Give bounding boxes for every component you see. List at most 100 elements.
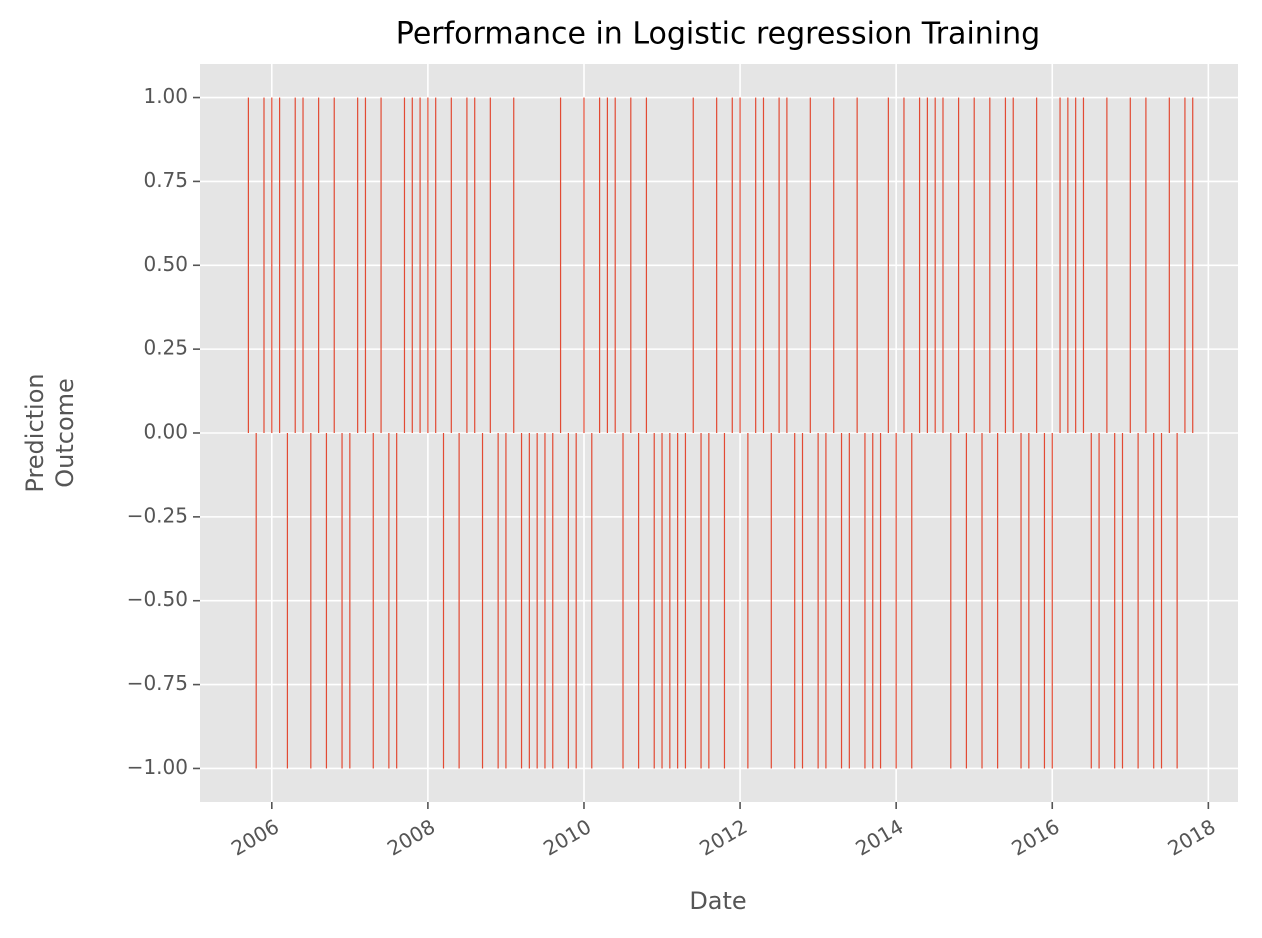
bar <box>1121 433 1124 769</box>
bar <box>684 433 687 769</box>
bar <box>723 433 726 769</box>
bar <box>825 433 827 769</box>
y-tick-label: −0.75 <box>127 671 188 695</box>
x-tick-label: 2006 <box>227 814 283 860</box>
bar <box>622 433 624 769</box>
bar <box>1106 97 1108 433</box>
bar <box>489 97 491 433</box>
bar <box>1043 433 1046 769</box>
bar <box>614 97 616 433</box>
bar <box>778 97 780 433</box>
bar <box>458 433 460 769</box>
bar <box>661 433 663 769</box>
bar <box>310 433 312 769</box>
bar <box>380 97 382 433</box>
y-tick-label: 0.75 <box>143 168 188 192</box>
bar <box>411 97 413 433</box>
bar <box>559 97 562 433</box>
bar <box>809 97 811 433</box>
bar <box>879 433 882 769</box>
bar <box>567 433 569 769</box>
bar <box>981 433 983 769</box>
bar <box>1075 97 1077 433</box>
bar <box>544 433 546 769</box>
bar <box>302 97 304 433</box>
bar <box>606 97 608 433</box>
bar <box>419 97 421 433</box>
bar <box>1012 97 1014 433</box>
bar <box>318 97 320 433</box>
bar <box>1020 433 1022 769</box>
bar <box>396 433 398 769</box>
x-tick-label: 2012 <box>695 814 751 860</box>
bar <box>965 433 968 769</box>
bar <box>973 97 975 433</box>
bar <box>1036 97 1038 433</box>
bar <box>1145 97 1147 433</box>
bar <box>372 433 374 769</box>
bar <box>801 433 804 769</box>
bar <box>1137 433 1139 769</box>
bar <box>708 433 710 769</box>
bar <box>325 433 328 769</box>
bar <box>435 97 437 433</box>
bar <box>247 97 249 433</box>
bar <box>762 97 765 433</box>
bar <box>474 97 476 433</box>
bar <box>677 433 679 769</box>
bar <box>341 433 343 769</box>
bar <box>1192 97 1194 433</box>
bar <box>638 433 640 769</box>
x-tick-label: 2010 <box>539 814 595 860</box>
bar <box>840 433 843 769</box>
bar <box>513 97 515 433</box>
bar <box>1184 97 1186 433</box>
bar <box>856 97 858 433</box>
bar <box>364 97 367 433</box>
bar <box>1176 433 1178 769</box>
bar <box>481 433 484 769</box>
bar <box>505 433 507 769</box>
bar <box>450 97 452 433</box>
bar <box>271 97 273 433</box>
bar <box>466 97 468 433</box>
y-tick-label: −1.00 <box>127 755 188 779</box>
bar <box>575 433 577 769</box>
bar <box>833 97 835 433</box>
bar <box>528 433 530 769</box>
bar <box>294 97 296 433</box>
bar <box>1129 97 1131 433</box>
bar <box>755 97 757 433</box>
bar <box>349 433 351 769</box>
bar <box>739 97 741 433</box>
bar <box>1028 433 1030 769</box>
bar <box>403 97 406 433</box>
bar <box>520 433 523 769</box>
bar <box>1004 97 1007 433</box>
bar <box>817 433 819 769</box>
bar <box>630 97 632 433</box>
bar <box>950 433 952 769</box>
bar <box>583 97 585 433</box>
bar <box>887 97 889 433</box>
bar <box>1098 433 1100 769</box>
bar <box>333 97 335 433</box>
bar <box>1059 97 1061 433</box>
x-tick-label: 2018 <box>1164 814 1220 860</box>
bar <box>286 433 289 769</box>
y-tick-label: −0.25 <box>127 503 188 527</box>
bar <box>1114 433 1116 769</box>
bar <box>903 97 905 433</box>
x-tick-label: 2008 <box>383 814 439 860</box>
bar <box>895 433 897 769</box>
bar <box>770 433 772 769</box>
bar <box>786 97 788 433</box>
bar <box>1051 433 1053 769</box>
bar <box>1153 433 1155 769</box>
y-tick-label: 1.00 <box>143 84 188 108</box>
bar <box>591 433 593 769</box>
bar <box>1168 97 1170 433</box>
x-axis-label: Date <box>689 887 746 915</box>
bar <box>1160 433 1163 769</box>
